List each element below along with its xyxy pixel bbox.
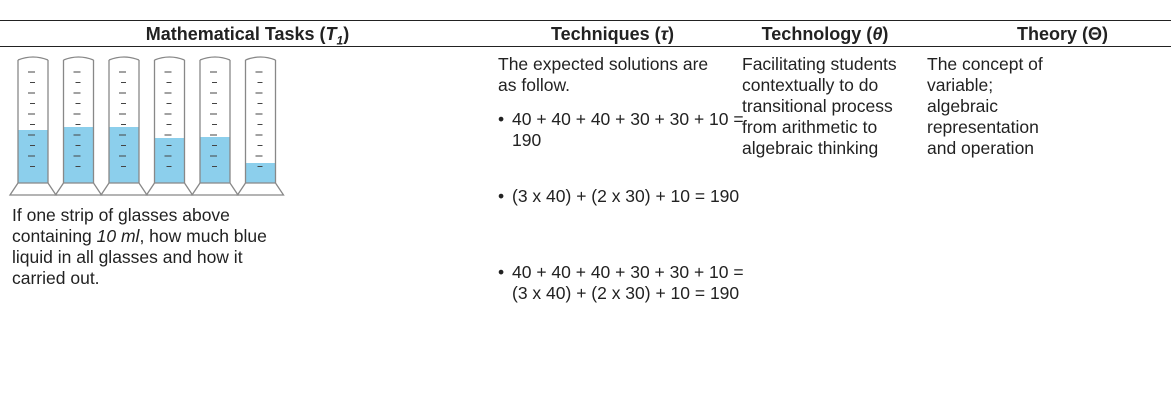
technique-bullet: 40 + 40 + 40 + 30 + 30 + 10 = 190 xyxy=(498,109,744,151)
glass-outline xyxy=(153,56,186,183)
header-text: ) xyxy=(343,24,350,44)
task-text: If one strip of glasses above containing… xyxy=(12,205,297,289)
glass-outline xyxy=(17,56,49,183)
theory-text: The concept of variable; algebraic repre… xyxy=(927,54,1043,158)
header-text: Theory ( xyxy=(1017,24,1089,44)
header-symbol: τ xyxy=(660,24,669,44)
top-rule xyxy=(0,20,1171,21)
header-cell: Technology (θ) xyxy=(730,24,920,45)
header-cell: Theory (Θ) xyxy=(922,24,1171,45)
header-text: ) xyxy=(882,24,889,44)
header-text: ) xyxy=(1102,24,1109,44)
header-symbol: T xyxy=(325,24,337,44)
technique-bullet: 40 + 40 + 40 + 30 + 30 + 10 = (3 x 40) +… xyxy=(498,262,744,304)
technique-bullet: (3 x 40) + (2 x 30) + 10 = 190 xyxy=(498,186,744,207)
technology-text: Facilitating students contextually to do… xyxy=(742,54,897,158)
glass-base xyxy=(145,182,194,196)
glass-base xyxy=(236,182,285,196)
liquid xyxy=(245,163,276,183)
header-cell: Techniques (τ) xyxy=(495,24,730,45)
header-text: ) xyxy=(668,24,675,44)
liquid xyxy=(200,137,230,183)
header-subscript: 1 xyxy=(336,33,344,48)
task-emphasis: 10 ml xyxy=(96,226,140,246)
glass-base xyxy=(99,182,149,196)
header-text: Mathematical Tasks ( xyxy=(145,24,326,44)
header-cell: Mathematical Tasks (T1) xyxy=(0,24,495,52)
task-part: If one strip of glasses above containing xyxy=(12,205,230,246)
header-symbol: θ xyxy=(872,24,883,44)
glass-outline xyxy=(62,56,95,183)
glass-base xyxy=(8,182,58,196)
techniques-intro: The expected solutions are as follow. xyxy=(498,54,709,95)
glass-outline xyxy=(244,56,277,183)
header-text: Techniques ( xyxy=(550,24,661,44)
liquid xyxy=(109,127,139,183)
glass-base xyxy=(54,182,103,196)
liquid xyxy=(63,127,94,183)
glass-outline xyxy=(199,56,231,183)
liquid xyxy=(154,138,185,183)
glass-base xyxy=(190,182,240,196)
header-rule xyxy=(0,46,1171,47)
header-text: Technology ( xyxy=(761,24,873,44)
glasses-illustration xyxy=(8,56,285,196)
task-part: , how much blue liquid in all glasses an… xyxy=(12,226,267,288)
header-symbol: Θ xyxy=(1088,24,1103,44)
glass-outline xyxy=(108,56,140,183)
